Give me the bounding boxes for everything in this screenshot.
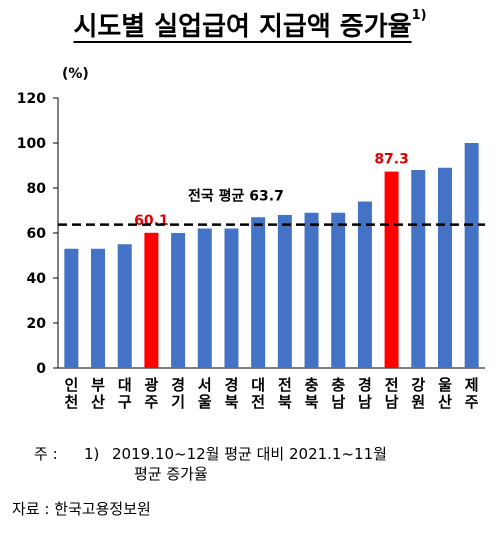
x-tick-label: 경	[358, 376, 372, 394]
bar-chart: (%)020406080100120인천부산대구광주경기서울경북대전전북충북충남…	[17, 66, 485, 411]
bar	[224, 228, 239, 368]
footnote-text: 2019.10~12월 평균 대비 2021.1~11월	[112, 445, 387, 463]
y-tick-label: 100	[17, 136, 46, 152]
x-tick-label: 북	[305, 393, 319, 411]
bar	[411, 170, 426, 368]
x-tick-label: 북	[225, 393, 239, 411]
x-tick-label: 광	[145, 376, 159, 394]
bar	[64, 248, 79, 368]
footnote-number: 1)	[84, 445, 100, 463]
bar	[91, 248, 106, 368]
x-tick-label: 남	[331, 393, 345, 411]
x-tick-label: 경	[225, 376, 239, 394]
x-tick-label: 대	[251, 376, 265, 394]
footnote-text-continued: 평균 증가율	[134, 465, 208, 483]
data-label: 87.3	[374, 152, 409, 168]
bar	[304, 212, 319, 368]
bar	[437, 167, 452, 368]
footnote: 주 : 1) 2019.10~12월 평균 대비 2021.1~11월 평균 증가율	[34, 444, 494, 484]
x-tick-label: 남	[385, 393, 399, 411]
x-tick-label: 충	[331, 376, 345, 394]
x-tick-label: 울	[438, 376, 452, 394]
x-tick-label: 서	[198, 376, 212, 394]
bar	[251, 217, 266, 368]
x-tick-label: 강	[411, 376, 425, 394]
x-tick-label: 전	[385, 376, 399, 394]
x-tick-label: 주	[465, 393, 479, 411]
bar	[197, 228, 212, 368]
x-tick-label: 원	[411, 393, 425, 411]
chart-title-footnote-mark: 1)	[411, 8, 427, 23]
chart-title: 시도별 실업급여 지급액 증가율1)	[0, 6, 500, 43]
x-tick-label: 제	[465, 376, 479, 394]
x-tick-label: 산	[91, 393, 105, 411]
y-tick-label: 60	[27, 226, 47, 242]
x-tick-label: 대	[118, 376, 132, 394]
y-tick-label: 120	[17, 91, 46, 107]
footnote-label: 주 :	[34, 445, 58, 463]
bar	[384, 171, 399, 368]
source-note: 자료 : 한국고용정보원	[12, 500, 151, 518]
x-tick-label: 부	[91, 376, 105, 394]
bar	[464, 143, 479, 368]
x-tick-label: 기	[171, 393, 185, 411]
x-tick-label: 울	[198, 393, 212, 411]
y-unit-label: (%)	[62, 66, 89, 82]
bar	[331, 212, 346, 368]
chart-title-text: 시도별 실업급여 지급액 증가율	[73, 12, 412, 42]
x-tick-label: 천	[64, 393, 78, 411]
x-tick-label: 전	[251, 393, 265, 411]
x-tick-label: 구	[118, 393, 132, 411]
y-tick-label: 20	[27, 316, 47, 332]
bar	[357, 201, 372, 368]
bar	[144, 232, 159, 368]
x-tick-label: 전	[278, 376, 292, 394]
data-label: 60.1	[134, 213, 169, 229]
x-tick-label: 경	[171, 376, 185, 394]
bar	[171, 233, 186, 368]
bar	[117, 244, 132, 368]
x-tick-label: 주	[145, 393, 159, 411]
x-tick-label: 북	[278, 393, 292, 411]
y-tick-label: 80	[27, 181, 47, 197]
y-tick-label: 40	[27, 271, 47, 287]
x-tick-label: 충	[305, 376, 319, 394]
x-tick-label: 산	[438, 393, 452, 411]
average-label: 전국 평균 63.7	[188, 188, 284, 205]
x-tick-label: 인	[64, 376, 78, 394]
bar	[277, 215, 292, 368]
y-tick-label: 0	[36, 361, 46, 377]
x-tick-label: 남	[358, 393, 372, 411]
